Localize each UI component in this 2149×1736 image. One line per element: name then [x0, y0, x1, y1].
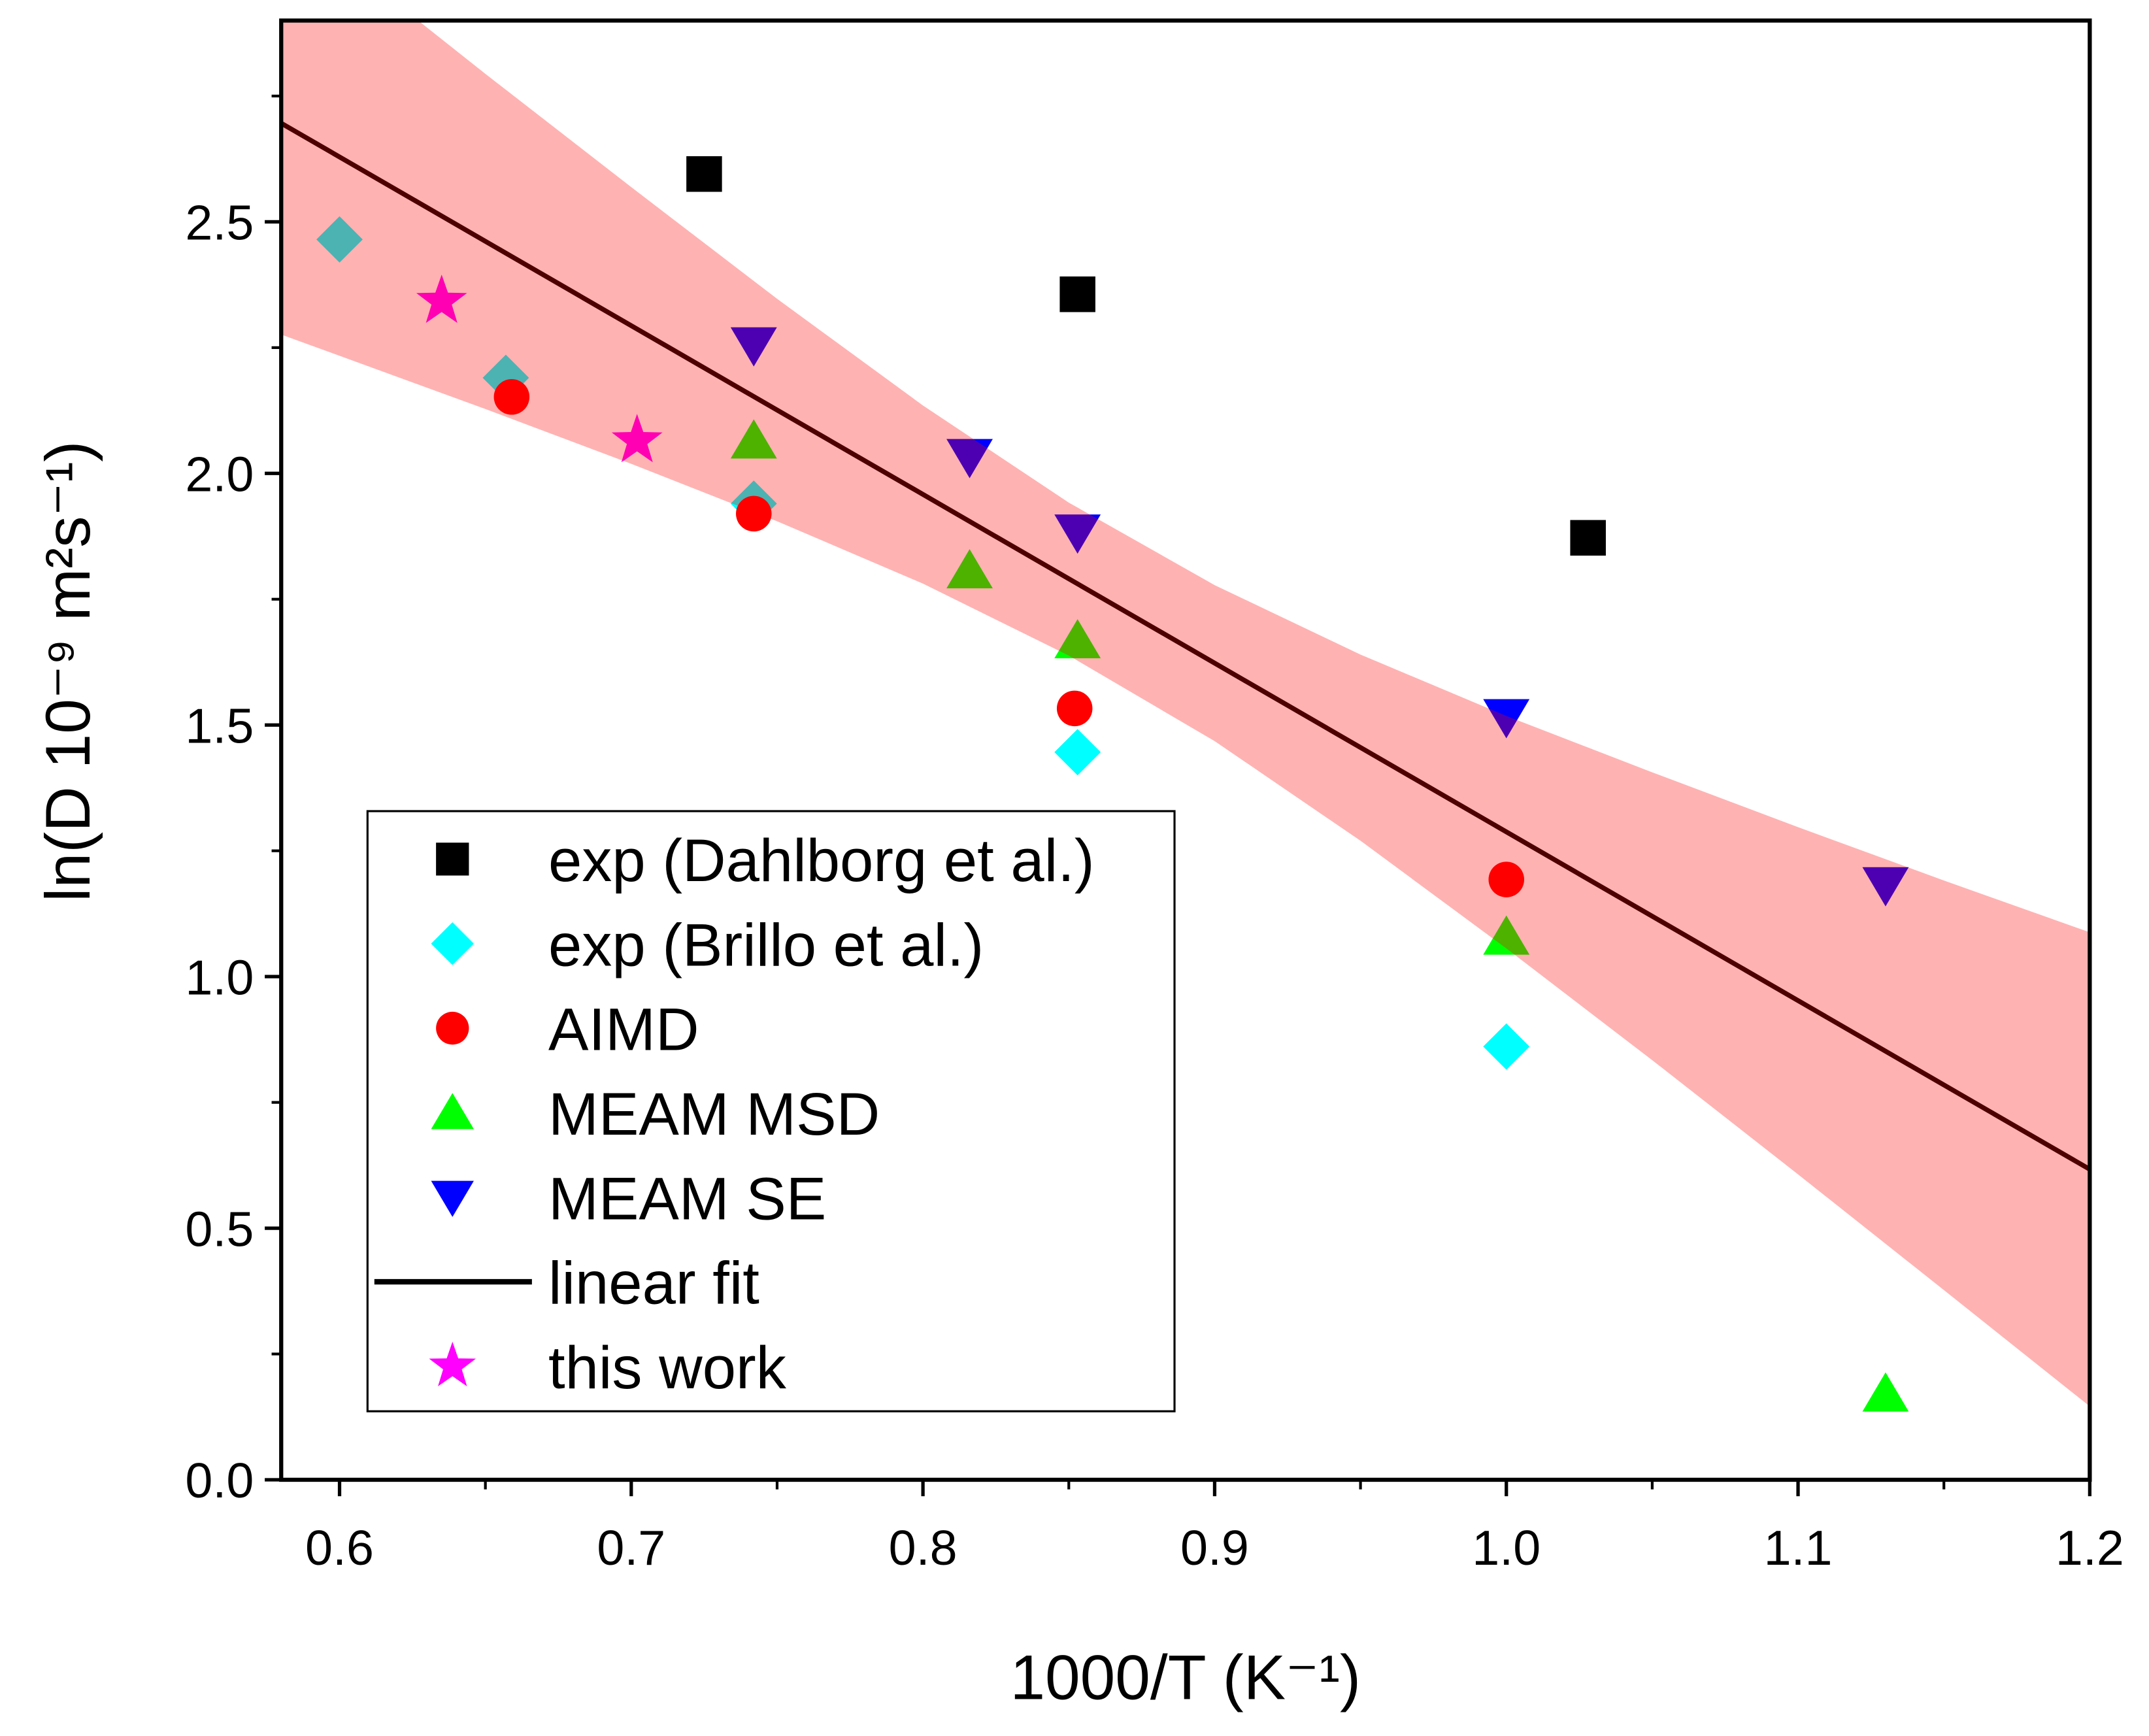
- legend-marker-triangle-down: [431, 1180, 474, 1217]
- data-point-exp-dahlborg-et-al: [1570, 520, 1606, 556]
- data-point-this-work: [611, 414, 663, 463]
- plot-frame: [279, 18, 2092, 1482]
- y-tick-label: 0.0: [185, 1453, 254, 1508]
- data-point-aimd: [1056, 690, 1093, 727]
- legend-label: exp (Dahlborg et al.): [548, 827, 1095, 894]
- data-point-aimd: [1488, 861, 1524, 897]
- x-tick-label: 1.2: [2056, 1520, 2124, 1575]
- legend-marker-circle: [436, 1011, 469, 1045]
- legend-marker-triangle-up: [431, 1093, 474, 1129]
- data-point-meam-msd: [730, 419, 777, 459]
- x-tick-label: 0.8: [889, 1520, 958, 1575]
- data-point-aimd: [493, 379, 530, 415]
- data-point-exp-dahlborg-et-al: [686, 156, 722, 192]
- legend-box: [366, 810, 1176, 1412]
- data-point-meam-msd: [1054, 619, 1101, 659]
- data-point-meam-msd: [1483, 915, 1530, 955]
- y-tick-label: 1.0: [185, 950, 254, 1005]
- x-tick-label: 0.6: [305, 1520, 374, 1575]
- data-point-meam-msd: [1862, 1372, 1909, 1412]
- data-point-exp-brillo-et-al: [1054, 729, 1101, 776]
- x-axis-label: 1000/T (K⁻¹): [1010, 1643, 1361, 1712]
- y-axis-label: ln(D 10⁻⁹ m²s⁻¹): [33, 441, 103, 901]
- legend-label: MEAM MSD: [548, 1080, 880, 1148]
- data-point-meam-se: [730, 327, 777, 367]
- y-tick-label: 2.0: [185, 447, 254, 502]
- data-point-exp-dahlborg-et-al: [1059, 276, 1095, 312]
- data-point-meam-se: [1483, 699, 1530, 739]
- data-point-meam-msd: [946, 549, 993, 589]
- x-tick-label: 0.7: [597, 1520, 665, 1575]
- y-tick-label: 0.5: [185, 1201, 254, 1256]
- confidence-band: [281, 20, 2090, 1407]
- data-point-meam-se: [946, 439, 993, 478]
- legend-marker-star: [429, 1341, 476, 1387]
- data-point-exp-brillo-et-al: [1483, 1023, 1530, 1070]
- legend-label: this work: [548, 1334, 787, 1401]
- data-point-aimd: [736, 495, 772, 532]
- x-tick-label: 1.0: [1472, 1520, 1541, 1575]
- legend-label: exp (Brillo et al.): [548, 911, 984, 978]
- x-tick-label: 0.9: [1180, 1520, 1249, 1575]
- x-tick-label: 1.1: [1764, 1520, 1833, 1575]
- data-point-exp-brillo-et-al: [316, 216, 363, 263]
- legend-marker-diamond: [431, 922, 474, 965]
- data-point-meam-se: [1054, 514, 1101, 554]
- data-point-this-work: [416, 275, 467, 324]
- data-point-meam-se: [1862, 867, 1909, 907]
- legend-marker-square: [436, 843, 469, 876]
- y-tick-label: 1.5: [185, 698, 254, 753]
- legend-label: linear fit: [548, 1250, 759, 1317]
- legend-label: AIMD: [548, 996, 699, 1063]
- y-tick-label: 2.5: [185, 195, 254, 250]
- legend-label: MEAM SE: [548, 1165, 826, 1232]
- linear-fit-line: [281, 121, 2090, 1172]
- axis-ticks: 0.6 0.7 0.8 0.9 1.0 1.1 1.2 0.0 0.5 1.0 1.5 2.0 2.5: [185, 94, 2124, 1575]
- legend: exp (Dahlborg et al.) exp (Brillo et al.)…: [366, 810, 1176, 1412]
